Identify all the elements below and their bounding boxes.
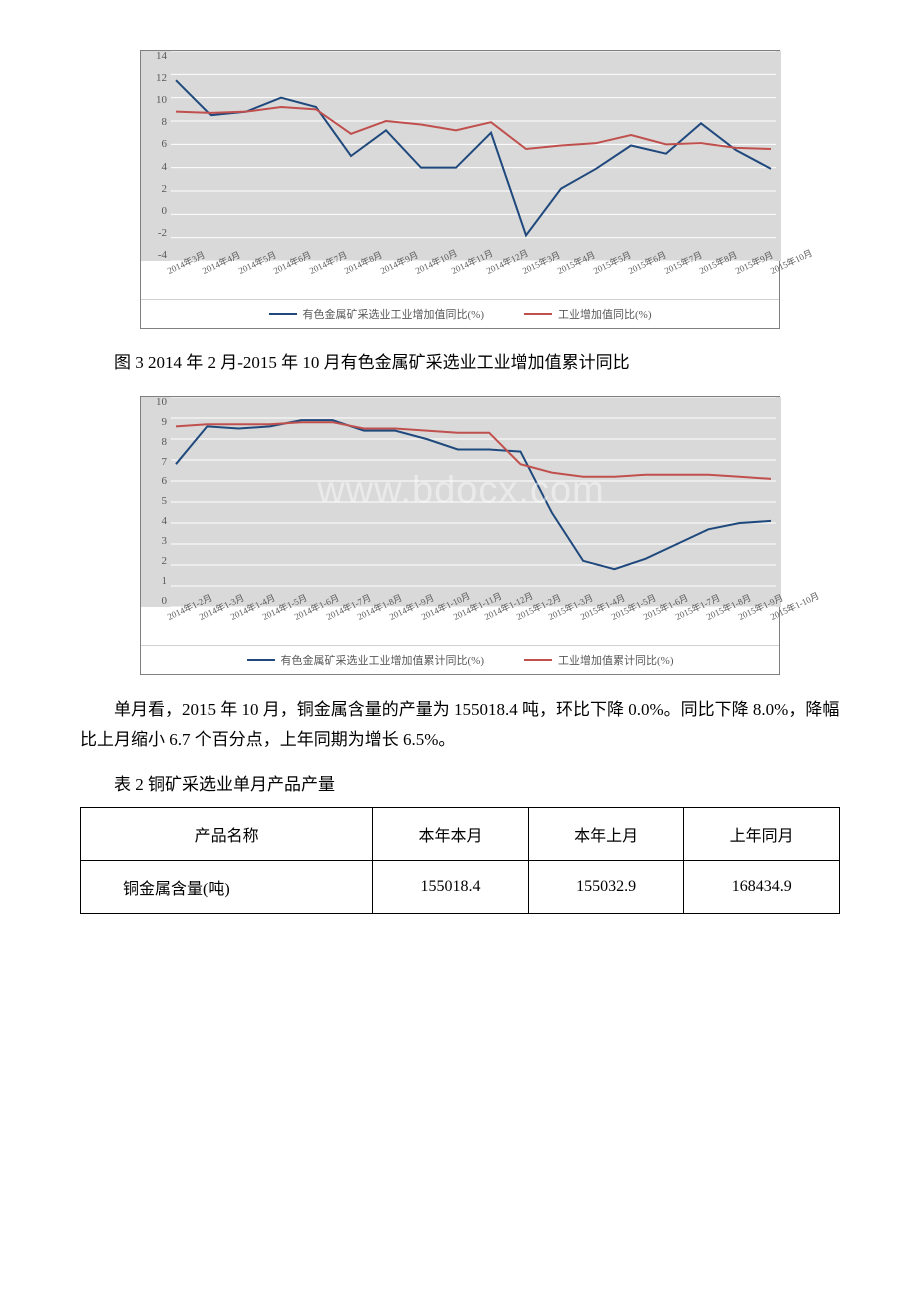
chart2-container: 109876543210www.bdocx.com2014年1-2月2014年1… bbox=[60, 396, 860, 675]
table-header: 本年上月 bbox=[528, 808, 684, 861]
table-cell: 铜金属含量(吨) bbox=[81, 861, 373, 914]
chart1-container: 14121086420-2-42014年3月2014年4月2014年5月2014… bbox=[60, 50, 860, 329]
body-paragraph: 单月看，2015 年 10 月，铜金属含量的产量为 155018.4 吨，环比下… bbox=[80, 695, 840, 756]
table-header: 本年本月 bbox=[373, 808, 529, 861]
chart1-box: 14121086420-2-42014年3月2014年4月2014年5月2014… bbox=[140, 50, 780, 329]
table-header: 产品名称 bbox=[81, 808, 373, 861]
table-header: 上年同月 bbox=[684, 808, 840, 861]
chart1-caption: 图 3 2014 年 2 月-2015 年 10 月有色金属矿采选业工业增加值累… bbox=[80, 349, 840, 378]
chart2-box: 109876543210www.bdocx.com2014年1-2月2014年1… bbox=[140, 396, 780, 675]
table-cell: 155032.9 bbox=[528, 861, 684, 914]
data-table: 产品名称 本年本月 本年上月 上年同月 铜金属含量(吨) 155018.4 15… bbox=[80, 807, 840, 914]
table-header-row: 产品名称 本年本月 本年上月 上年同月 bbox=[81, 808, 840, 861]
table-title: 表 2 铜矿采选业单月产品产量 bbox=[80, 770, 840, 795]
table-row: 铜金属含量(吨) 155018.4 155032.9 168434.9 bbox=[81, 861, 840, 914]
table-cell: 168434.9 bbox=[684, 861, 840, 914]
table-cell: 155018.4 bbox=[373, 861, 529, 914]
